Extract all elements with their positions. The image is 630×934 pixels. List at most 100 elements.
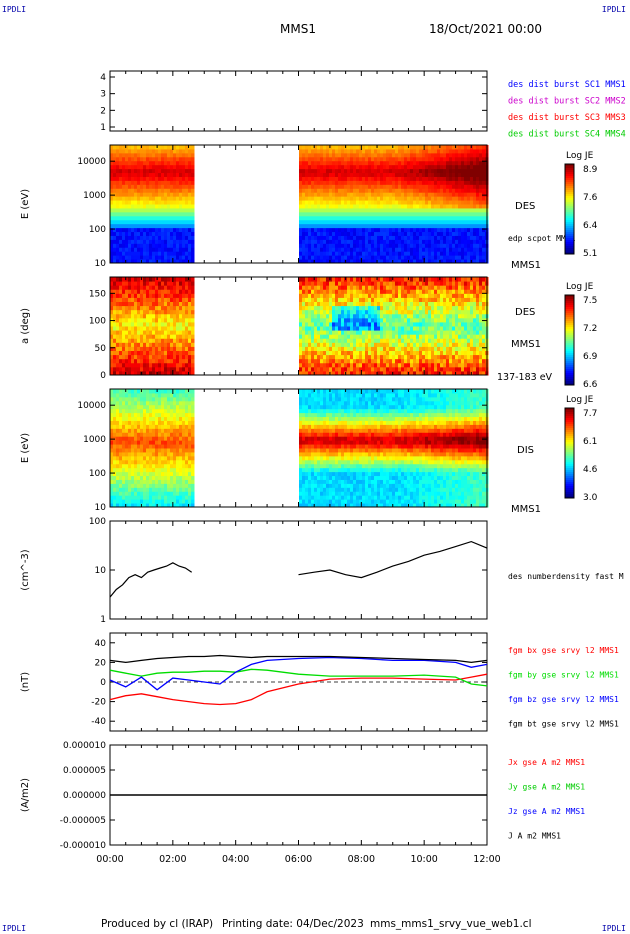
spectrogram-cell — [188, 152, 192, 158]
spectrogram-cell — [170, 227, 174, 233]
spectrogram-cell — [449, 184, 453, 189]
spectrogram-cell — [428, 223, 432, 229]
spectrogram-cell — [149, 293, 153, 298]
spectrogram-cell — [332, 239, 336, 244]
spectrogram-cell — [326, 293, 330, 298]
spectrogram-cell — [476, 152, 480, 158]
spectrogram-cell — [389, 281, 393, 286]
spectrogram-cell — [365, 301, 369, 307]
spectrogram-cell — [359, 285, 363, 290]
spectrogram-cell — [131, 326, 135, 331]
spectrogram-cell — [326, 255, 330, 260]
spectrogram-cell — [446, 366, 450, 372]
colorbar-swatch — [565, 218, 574, 221]
spectrogram-cell — [452, 259, 456, 264]
spectrogram-cell — [404, 188, 408, 193]
spectrogram-cell — [170, 188, 174, 193]
spectrogram-cell — [440, 145, 444, 150]
spectrogram-cell — [461, 301, 465, 307]
spectrogram-cell — [149, 366, 153, 372]
spectrogram-cell — [161, 362, 165, 368]
spectrogram-cell — [422, 309, 426, 315]
spectrogram-cell — [305, 289, 309, 294]
spectrogram-cell — [449, 317, 453, 323]
spectrogram-cell — [176, 188, 180, 193]
spectrogram-cell — [371, 145, 375, 150]
spectrogram-cell — [440, 293, 444, 298]
spectrogram-cell — [431, 145, 435, 150]
spectrogram-cell — [317, 156, 321, 162]
spectrogram-cell — [137, 204, 141, 209]
spectrogram-cell — [323, 211, 327, 217]
spectrogram-cell — [410, 223, 414, 229]
spectrogram-cell — [359, 180, 363, 185]
spectrogram-cell — [317, 281, 321, 286]
spectrogram-cell — [437, 215, 441, 221]
spectrogram-cell — [353, 235, 357, 240]
spectrogram-cell — [458, 305, 462, 311]
spectrogram-cell — [437, 350, 441, 356]
spectrogram-cell — [356, 168, 360, 174]
spectrogram-cell — [125, 243, 129, 248]
spectrogram-cell — [479, 172, 483, 177]
spectrogram-cell — [329, 207, 333, 213]
spectrogram-cell — [449, 297, 453, 302]
spectrogram-cell — [419, 231, 423, 236]
spectrogram-cell — [191, 243, 195, 248]
spectrogram-cell — [368, 338, 372, 343]
corner-br: IPDLI — [601, 924, 626, 933]
spectrogram-cell — [116, 309, 120, 315]
spectrogram-cell — [470, 247, 474, 252]
spectrogram-cell — [374, 227, 378, 233]
spectrogram-cell — [386, 301, 390, 307]
spectrogram-cell — [452, 148, 456, 154]
spectrogram-cell — [299, 231, 303, 236]
spectrogram-cell — [152, 176, 156, 181]
spectrogram-cell — [314, 277, 318, 282]
spectrogram-cell — [164, 145, 168, 150]
spectrogram-cell — [407, 285, 411, 290]
spectrogram-cell — [119, 350, 123, 356]
spectrogram-cell — [353, 231, 357, 236]
spectrogram-cell — [440, 152, 444, 158]
tick-label: 2 — [100, 106, 106, 116]
spectrogram-cell — [362, 330, 366, 335]
spectrogram-cell — [131, 172, 135, 177]
spectrogram-cell — [122, 223, 126, 229]
spectrogram-cell — [329, 301, 333, 307]
spectrogram-cell — [479, 196, 483, 201]
spectrogram-cell — [401, 239, 405, 244]
spectrogram-cell — [470, 358, 474, 364]
spectrogram-cell — [326, 231, 330, 236]
spectrogram-cell — [386, 277, 390, 282]
spectrogram-cell — [401, 342, 405, 347]
spectrogram-cell — [416, 255, 420, 260]
spectrogram-cell — [341, 293, 345, 298]
spectrogram-cell — [335, 338, 339, 343]
spectrogram-cell — [152, 350, 156, 356]
spectrogram-cell — [371, 180, 375, 185]
spectrogram-cell — [470, 235, 474, 240]
spectrogram-cell — [380, 362, 384, 368]
spectrogram-cell — [446, 231, 450, 236]
spectrogram-cell — [137, 145, 141, 150]
spectrogram-cell — [188, 289, 192, 294]
burst-panel-frame — [109, 70, 488, 132]
spectrogram-cell — [437, 152, 441, 158]
spectrogram-cell — [149, 247, 153, 252]
spectrogram-cell — [311, 192, 315, 197]
spectrogram-cell — [176, 326, 180, 331]
spectrogram-cell — [410, 330, 414, 335]
spectrogram-cell — [410, 145, 414, 150]
spectrogram-cell — [164, 211, 168, 217]
spectrogram-cell — [188, 188, 192, 193]
spectrogram-cell — [446, 297, 450, 302]
spectrogram-cell — [161, 176, 165, 181]
spectrogram-cell — [383, 346, 387, 351]
colorbar-swatch — [565, 196, 574, 199]
spectrogram-cell — [143, 200, 147, 205]
spectrogram-cell — [176, 168, 180, 174]
spectrogram-cell — [356, 354, 360, 360]
spectrogram-cell — [137, 223, 141, 229]
spectrogram-cell — [149, 346, 153, 351]
